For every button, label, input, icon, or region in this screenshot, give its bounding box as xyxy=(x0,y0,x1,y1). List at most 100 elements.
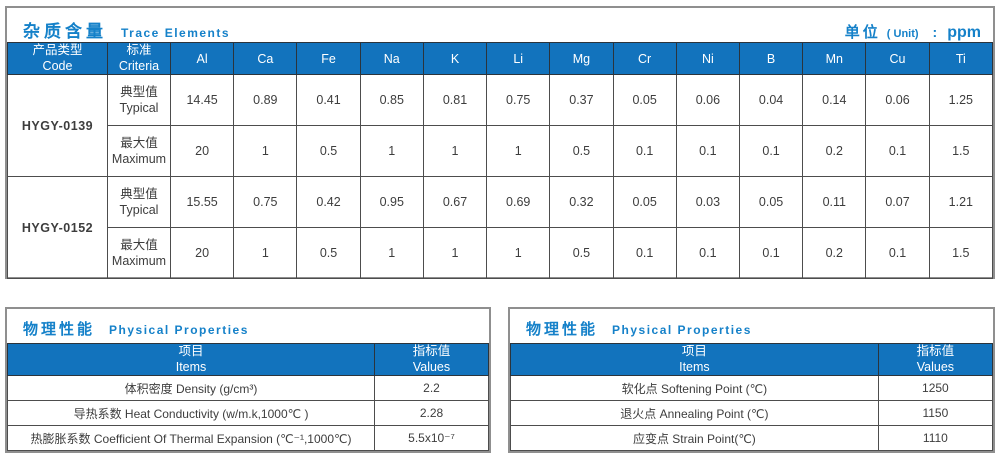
value-cell: 0.32 xyxy=(549,176,614,229)
value-cell: 0.06 xyxy=(865,74,930,127)
product-code: HYGY-0139 xyxy=(7,74,108,178)
value-cell: 0.81 xyxy=(422,74,488,127)
physical-properties-title-row: 物理性能 Physical Properties xyxy=(510,309,993,343)
section-title-cn: 杂质含量 xyxy=(23,22,107,41)
criteria-cell: 最大值 Maximum xyxy=(107,227,171,280)
value-cell: 0.11 xyxy=(802,176,867,229)
column-header-element-mg: Mg xyxy=(549,41,614,76)
value-cell: 15.55 xyxy=(169,176,235,229)
table-row-hygy0152-typical: HYGY-0152 典型值 Typical 15.55 0.75 0.42 0.… xyxy=(7,176,994,280)
unit-label-colon: : xyxy=(932,24,938,40)
item-cell: 体积密度 Density (g/cm³) xyxy=(7,375,375,402)
value-cell: 1.5 xyxy=(928,125,994,178)
section-title-en: Trace Elements xyxy=(121,26,231,40)
value-cell: 0.14 xyxy=(802,74,867,127)
value-cell: 0.1 xyxy=(612,125,677,178)
column-header-code: 产品类型 Code xyxy=(7,41,108,76)
column-header-element-al: Al xyxy=(169,41,235,76)
unit-label-cn: 单位 xyxy=(844,24,881,41)
physical-properties-right-section: 物理性能 Physical Properties 项目 Items 指标值 Va… xyxy=(508,307,995,453)
value-cell: 2.28 xyxy=(374,400,489,427)
criteria-cell: 最大值 Maximum xyxy=(107,125,171,178)
item-cell: 应变点 Strain Point(℃) xyxy=(510,425,879,452)
physical-properties-title-row: 物理性能 Physical Properties xyxy=(7,309,489,343)
column-header-values: 指标值 Values xyxy=(374,342,489,377)
value-cell: 0.95 xyxy=(359,176,424,229)
criteria-cn: 典型值 xyxy=(120,85,158,99)
column-header-element-b: B xyxy=(738,41,804,76)
table-row-annealing-point: 退火点 Annealing Point (℃) 1150 xyxy=(510,400,994,427)
physical-properties-left-table: 项目 Items 指标值 Values 体积密度 Density (g/cm³)… xyxy=(7,342,489,452)
criteria-en: Typical xyxy=(119,203,159,218)
value-cell: 0.1 xyxy=(865,227,930,280)
value-cell: 0.1 xyxy=(675,227,740,280)
physical-properties-title: 物理性能 Physical Properties xyxy=(23,318,249,339)
column-header-element-na: Na xyxy=(359,41,424,76)
criteria-cell: 典型值 Typical xyxy=(107,74,171,127)
column-header-values-en: Values xyxy=(916,359,955,374)
value-cell: 1.5 xyxy=(928,227,994,280)
column-header-criteria-en: Criteria xyxy=(118,58,160,73)
criteria-cell: 典型值 Typical xyxy=(107,176,171,229)
table-row-hygy0139-maximum: 最大值 Maximum 20 1 0.5 1 1 1 0.5 0.1 0.1 0… xyxy=(8,125,994,178)
value-cell: 1 xyxy=(486,227,551,280)
trace-elements-section: 杂质含量 Trace Elements 单位 ( Unit) : ppm 产品类… xyxy=(5,6,995,280)
item-cell: 软化点 Softening Point (℃) xyxy=(510,375,879,402)
value-cell: 0.07 xyxy=(865,176,930,229)
column-header-items: 项目 Items xyxy=(7,342,375,377)
column-header-items-cn: 项目 xyxy=(681,344,707,358)
value-cell: 20 xyxy=(169,125,235,178)
column-header-items-cn: 项目 xyxy=(178,344,204,358)
value-cell: 0.89 xyxy=(233,74,298,127)
value-cell: 1 xyxy=(233,125,298,178)
value-cell: 0.05 xyxy=(612,74,677,127)
value-cell: 20 xyxy=(169,227,235,280)
criteria-cn: 典型值 xyxy=(120,187,158,201)
unit-value: ppm xyxy=(947,24,981,41)
item-cell: 导热系数 Heat Conductivity (w/m.k,1000℃ ) xyxy=(7,400,375,427)
column-header-element-mn: Mn xyxy=(802,41,867,76)
table-row-thermal-expansion: 热膨胀系数 Coefficient Of Thermal Expansion (… xyxy=(7,425,489,452)
value-cell: 0.42 xyxy=(296,176,361,229)
value-cell: 0.1 xyxy=(612,227,677,280)
value-cell: 1110 xyxy=(877,425,994,452)
value-cell: 0.5 xyxy=(549,125,614,178)
value-cell: 0.75 xyxy=(233,176,298,229)
table-row-density: 体积密度 Density (g/cm³) 2.2 xyxy=(7,375,489,402)
value-cell: 0.75 xyxy=(486,74,551,127)
value-cell: 0.06 xyxy=(675,74,740,127)
table-row-hygy0139-typical: HYGY-0139 典型值 Typical 14.45 0.89 0.41 0.… xyxy=(7,74,994,178)
value-cell: 1 xyxy=(486,125,551,178)
section-title-en: Physical Properties xyxy=(109,323,249,337)
column-header-values: 指标值 Values xyxy=(877,342,994,377)
value-cell: 0.1 xyxy=(738,227,804,280)
table-row-heat-conductivity: 导热系数 Heat Conductivity (w/m.k,1000℃ ) 2.… xyxy=(7,400,489,427)
value-cell: 0.1 xyxy=(865,125,930,178)
section-title-cn: 物理性能 xyxy=(23,321,96,338)
table-row-strain-point: 应变点 Strain Point(℃) 1110 xyxy=(510,425,994,452)
value-cell: 0.1 xyxy=(675,125,740,178)
column-header-items-en: Items xyxy=(679,359,710,374)
value-cell: 0.05 xyxy=(612,176,677,229)
value-cell: 0.03 xyxy=(675,176,740,229)
column-header-element-ti: Ti xyxy=(928,41,994,76)
column-header-element-cu: Cu xyxy=(865,41,930,76)
value-cell: 0.5 xyxy=(296,227,361,280)
value-cell: 0.67 xyxy=(422,176,488,229)
value-cell: 1 xyxy=(422,125,488,178)
value-cell: 2.2 xyxy=(374,375,489,402)
value-cell: 0.85 xyxy=(359,74,424,127)
column-header-values-cn: 指标值 xyxy=(412,344,451,358)
value-cell: 0.37 xyxy=(549,74,614,127)
table-row-hygy0152-maximum: 最大值 Maximum 20 1 0.5 1 1 1 0.5 0.1 0.1 0… xyxy=(8,227,994,280)
trace-header-row: 产品类型 Code 标准 Criteria Al Ca Fe Na K Li M… xyxy=(7,41,994,76)
value-cell: 1 xyxy=(359,227,424,280)
value-cell: 1150 xyxy=(877,400,994,427)
column-header-criteria-cn: 标准 xyxy=(126,43,152,57)
value-cell: 1 xyxy=(422,227,488,280)
phys-header-row: 项目 Items 指标值 Values xyxy=(510,342,994,377)
criteria-en: Maximum xyxy=(111,254,167,269)
column-header-element-k: K xyxy=(422,41,488,76)
unit-label-paren: ( Unit) xyxy=(886,28,919,40)
criteria-en: Typical xyxy=(119,101,159,116)
